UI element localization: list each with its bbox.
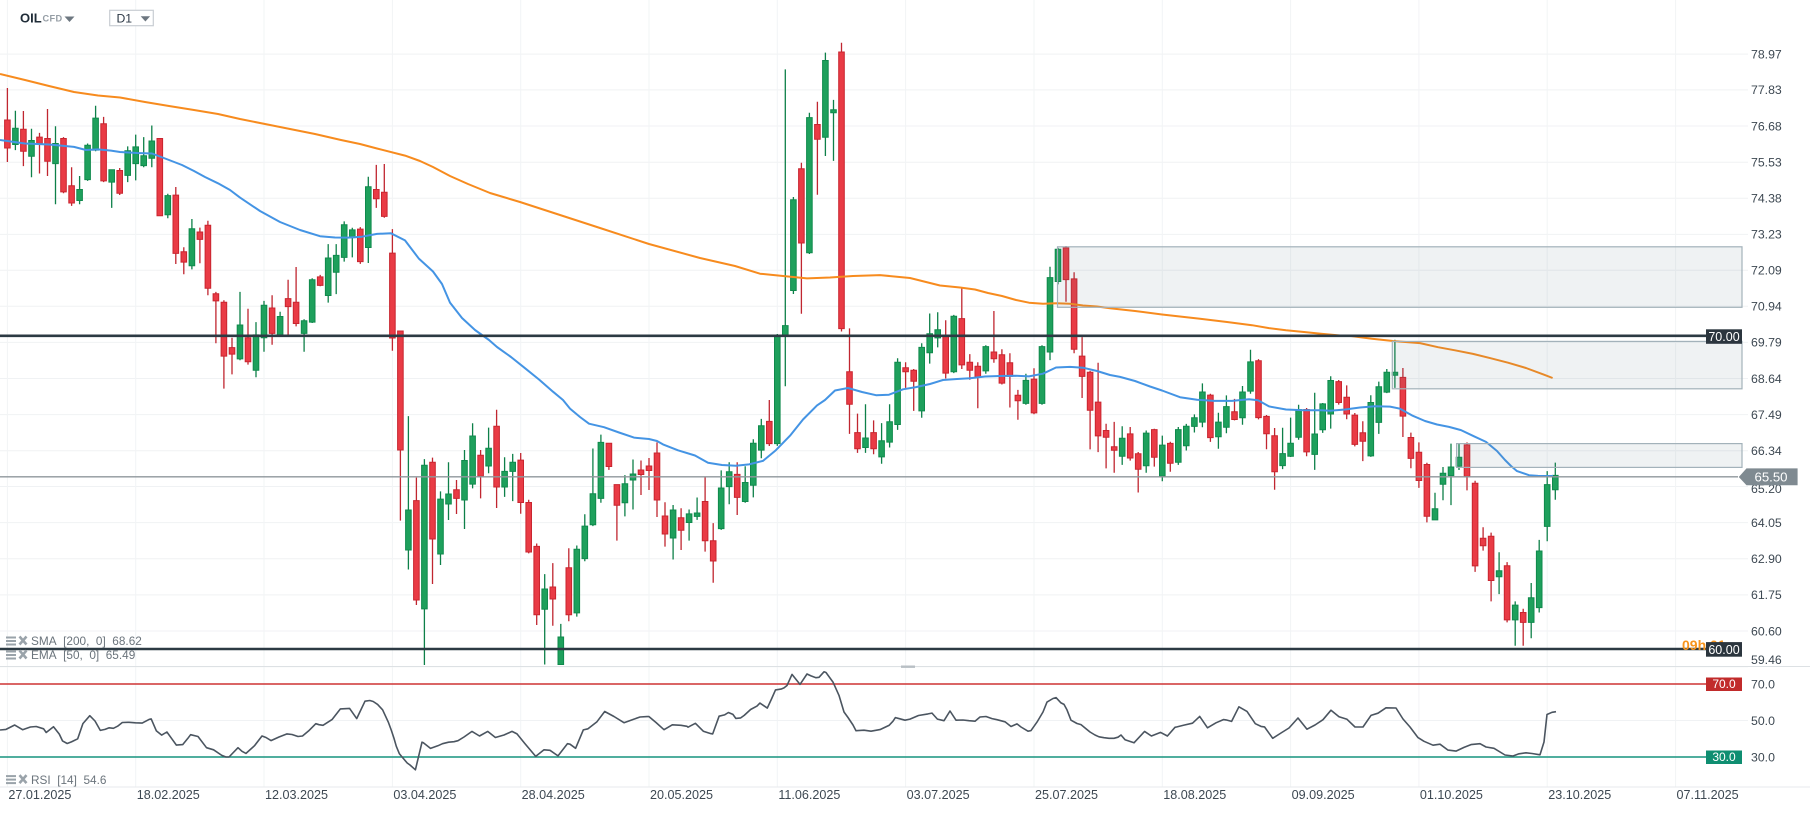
svg-text:78.97: 78.97 [1751, 47, 1782, 61]
svg-text:70.00: 70.00 [1708, 330, 1739, 344]
svg-text:60.60: 60.60 [1751, 624, 1782, 638]
svg-text:01.10.2025: 01.10.2025 [1420, 788, 1483, 802]
svg-text:D1: D1 [117, 11, 133, 25]
svg-text:60.00: 60.00 [1708, 643, 1739, 657]
svg-text:27.01.2025: 27.01.2025 [8, 788, 71, 802]
svg-text:18.08.2025: 18.08.2025 [1163, 788, 1226, 802]
svg-text:30.0: 30.0 [1712, 750, 1736, 764]
svg-text:66.34: 66.34 [1751, 444, 1782, 458]
svg-text:09.09.2025: 09.09.2025 [1292, 788, 1355, 802]
svg-text:65.50: 65.50 [1754, 470, 1787, 485]
svg-text:03.04.2025: 03.04.2025 [393, 788, 456, 802]
svg-text:69.79: 69.79 [1751, 336, 1782, 350]
svg-text:23.10.2025: 23.10.2025 [1548, 788, 1611, 802]
svg-text:18.02.2025: 18.02.2025 [137, 788, 200, 802]
svg-text:74.38: 74.38 [1751, 192, 1782, 206]
svg-text:12.03.2025: 12.03.2025 [265, 788, 328, 802]
svg-text:SMA [200, 0] 68.62: SMA [200, 0] 68.62 [31, 634, 142, 648]
svg-text:73.23: 73.23 [1751, 228, 1782, 242]
svg-text:RSI [14] 54.6: RSI [14] 54.6 [31, 773, 107, 787]
svg-text:28.04.2025: 28.04.2025 [522, 788, 585, 802]
svg-text:25.07.2025: 25.07.2025 [1035, 788, 1098, 802]
svg-text:CFD: CFD [43, 14, 63, 24]
svg-text:03.07.2025: 03.07.2025 [907, 788, 970, 802]
svg-text:20.05.2025: 20.05.2025 [650, 788, 713, 802]
svg-text:50.0: 50.0 [1751, 714, 1775, 728]
svg-text:70.0: 70.0 [1712, 677, 1736, 691]
svg-text:72.09: 72.09 [1751, 263, 1782, 277]
svg-text:68.64: 68.64 [1751, 372, 1782, 386]
svg-text:70.0: 70.0 [1751, 677, 1775, 691]
svg-text:62.90: 62.90 [1751, 552, 1782, 566]
svg-text:61.75: 61.75 [1751, 588, 1782, 602]
svg-text:30.0: 30.0 [1751, 750, 1775, 764]
svg-text:67.49: 67.49 [1751, 408, 1782, 422]
svg-text:07.11.2025: 07.11.2025 [1677, 788, 1739, 802]
svg-text:76.68: 76.68 [1751, 119, 1782, 133]
svg-text:70.94: 70.94 [1751, 300, 1782, 314]
svg-text:EMA [50, 0] 65.49: EMA [50, 0] 65.49 [31, 648, 135, 662]
svg-text:11.06.2025: 11.06.2025 [778, 788, 840, 802]
svg-text:OIL: OIL [20, 11, 42, 26]
svg-text:77.83: 77.83 [1751, 83, 1782, 97]
svg-text:64.05: 64.05 [1751, 516, 1782, 530]
svg-text:75.53: 75.53 [1751, 155, 1782, 169]
svg-text:59.46: 59.46 [1751, 653, 1782, 667]
